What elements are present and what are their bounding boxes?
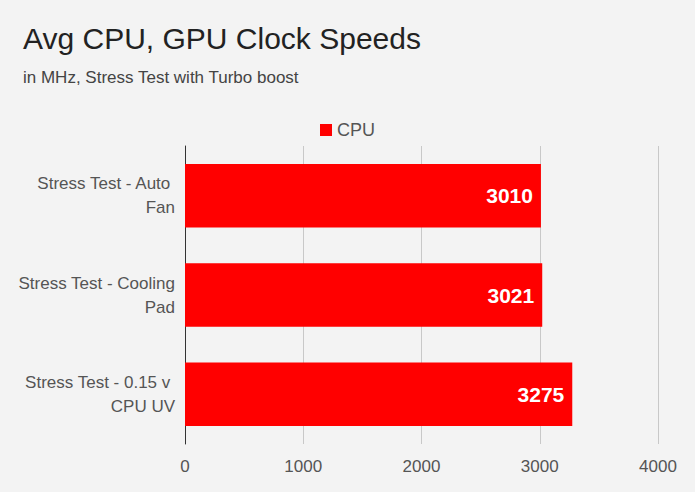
svg-text:CPU UV: CPU UV — [111, 397, 176, 416]
svg-text:CPU: CPU — [337, 120, 375, 140]
svg-text:4000: 4000 — [639, 457, 677, 476]
svg-text:3275: 3275 — [518, 383, 565, 406]
svg-text:Stress Test - Auto: Stress Test - Auto — [37, 174, 175, 193]
svg-text:in MHz, Stress Test with Turbo: in MHz, Stress Test with Turbo boost — [23, 68, 299, 87]
svg-text:2000: 2000 — [403, 457, 441, 476]
svg-text:3000: 3000 — [521, 457, 559, 476]
svg-text:3010: 3010 — [486, 184, 533, 207]
svg-text:Pad: Pad — [140, 298, 175, 317]
svg-text:3021: 3021 — [488, 284, 535, 307]
svg-text:Fan: Fan — [146, 198, 175, 217]
svg-text:Stress Test - Cooling: Stress Test - Cooling — [18, 274, 175, 293]
svg-text:0: 0 — [180, 457, 189, 476]
svg-text:Avg CPU, GPU Clock Speeds: Avg CPU, GPU Clock Speeds — [23, 22, 421, 55]
svg-text:Stress Test - 0.15 v: Stress Test - 0.15 v — [25, 373, 175, 392]
svg-text:1000: 1000 — [284, 457, 322, 476]
